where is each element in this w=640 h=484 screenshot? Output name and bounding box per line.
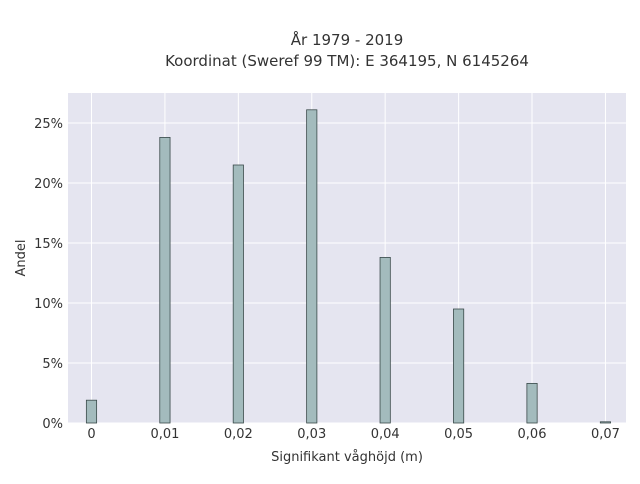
x-axis-ticks: 0 0,01 0,02 0,03 0,04 0,05 0,06 0,07 [87, 427, 620, 442]
bar [306, 109, 318, 424]
y-tick-label: 5% [42, 357, 63, 372]
bar [159, 136, 171, 424]
y-tick-label: 20% [34, 177, 63, 192]
y-tick-label: 15% [34, 237, 63, 252]
x-tick-label: 0,05 [444, 427, 473, 442]
bars [85, 109, 611, 424]
y-tick-label: 10% [34, 297, 63, 312]
y-axis-ticks: 0% 5% 10% 15% 20% 25% [34, 117, 63, 432]
x-tick-label: 0,01 [150, 427, 179, 442]
x-tick-label: 0,07 [591, 427, 620, 442]
y-axis-title: Andel [14, 240, 29, 277]
y-tick-label: 25% [34, 117, 63, 132]
x-tick-label: 0 [87, 427, 95, 442]
plot-area [68, 93, 626, 423]
bar [85, 399, 98, 424]
bar [379, 256, 391, 424]
x-tick-label: 0,03 [297, 427, 326, 442]
bar [232, 164, 244, 424]
bar [453, 308, 465, 424]
x-tick-label: 0,02 [224, 427, 253, 442]
y-tick-label: 0% [42, 417, 63, 432]
x-tick-label: 0,06 [518, 427, 547, 442]
chart-subtitle: Koordinat (Sweref 99 TM): E 364195, N 61… [165, 52, 529, 70]
x-tick-label: 0,04 [371, 427, 400, 442]
x-axis-title: Signifikant våghöjd (m) [271, 450, 423, 465]
bar [526, 382, 538, 424]
chart-title: År 1979 - 2019 [291, 30, 404, 49]
bar [599, 421, 611, 424]
